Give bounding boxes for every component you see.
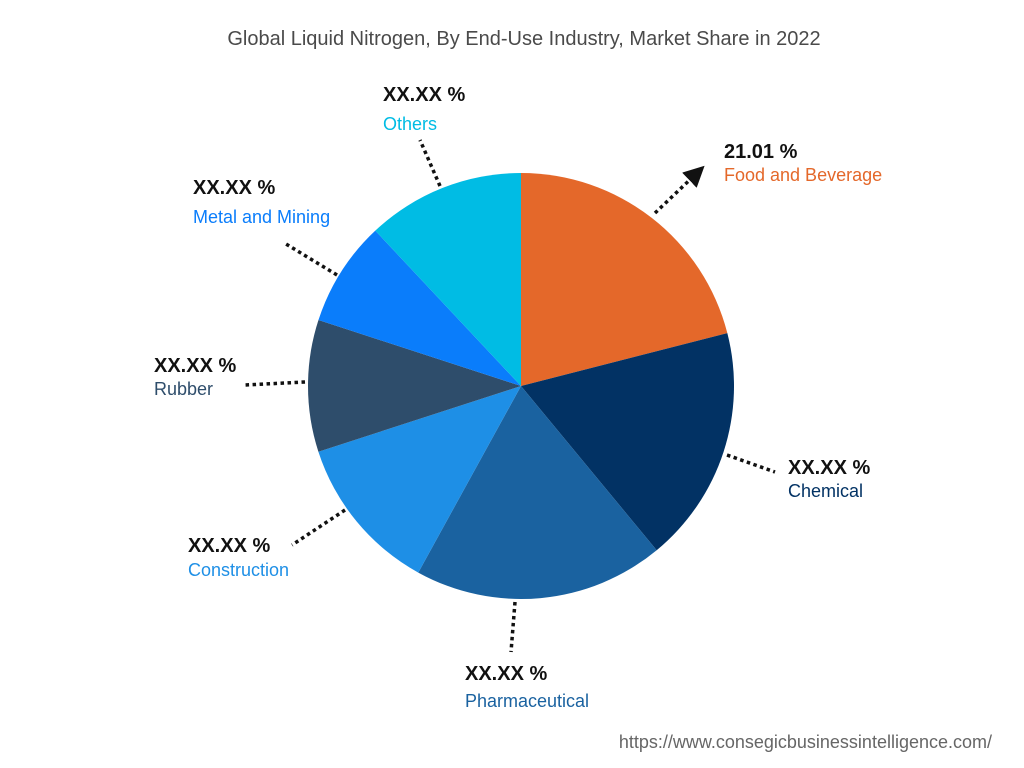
pie-slice-chemical xyxy=(521,333,734,551)
pie-slice-construction xyxy=(318,386,521,573)
chart-title: Global Liquid Nitrogen, By End-Use Indus… xyxy=(227,28,820,50)
pie-slice-food-and-beverage xyxy=(521,173,728,386)
slice-value: XX.XX % xyxy=(193,177,275,199)
slice-value: XX.XX % xyxy=(154,355,236,377)
leader-food-and-beverage xyxy=(653,165,705,215)
slice-label: Others xyxy=(383,114,437,134)
leader-rubber xyxy=(244,380,306,387)
pie-slice-rubber xyxy=(308,320,521,452)
leader-construction xyxy=(291,508,346,547)
pie-slices xyxy=(308,173,734,599)
slice-label: Metal and Mining xyxy=(193,207,330,227)
label-rubber: XX.XX % Rubber xyxy=(154,355,236,399)
leader-pharmaceutical xyxy=(509,601,517,653)
pie-slice-others xyxy=(375,173,521,386)
leader-chemical xyxy=(726,453,776,474)
leader-metal-and-mining xyxy=(285,242,338,277)
pie-slice-metal-and-mining xyxy=(318,230,521,386)
slice-label: Food and Beverage xyxy=(724,165,882,185)
leader-others xyxy=(418,139,442,187)
label-construction: XX.XX % Construction xyxy=(188,535,289,580)
label-chemical: XX.XX % Chemical xyxy=(788,457,870,501)
slice-value: XX.XX % xyxy=(188,535,270,557)
slice-label: Rubber xyxy=(154,379,213,399)
source-url[interactable]: https://www.consegicbusinessintelligence… xyxy=(619,732,992,752)
slice-value: XX.XX % xyxy=(465,663,547,685)
label-food-and-beverage: 21.01 % Food and Beverage xyxy=(724,141,882,185)
pie-slice-pharmaceutical xyxy=(418,386,657,599)
slice-label: Pharmaceutical xyxy=(465,691,589,711)
slice-value: XX.XX % xyxy=(788,457,870,479)
label-pharmaceutical: XX.XX % Pharmaceutical xyxy=(465,663,589,711)
slice-value: 21.01 % xyxy=(724,141,798,163)
slice-value: XX.XX % xyxy=(383,84,465,106)
label-metal-and-mining: XX.XX % Metal and Mining xyxy=(193,177,330,227)
slice-label: Chemical xyxy=(788,481,863,501)
label-others: XX.XX % Others xyxy=(383,84,465,134)
slice-label: Construction xyxy=(188,560,289,580)
